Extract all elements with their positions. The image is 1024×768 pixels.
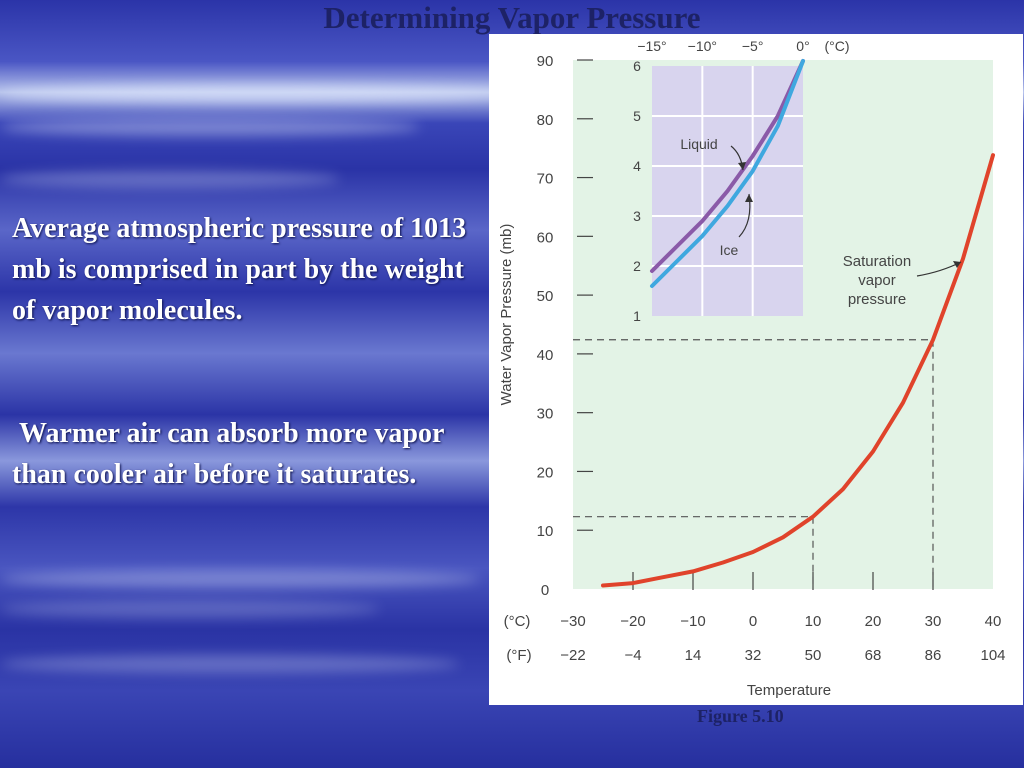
y-tick-label: 40	[537, 347, 554, 364]
inset-y-tick-label: 6	[633, 58, 641, 74]
x-tick-label-celsius: 30	[925, 613, 942, 630]
y-axis-label: Water Vapor Pressure (mb)	[498, 224, 515, 406]
y-tick-label: 20	[537, 464, 554, 481]
inset-x-tick-label: −15°	[637, 38, 666, 54]
y-tick-label: 0	[541, 582, 549, 599]
ice-label-arrowhead	[745, 194, 753, 202]
x-tick-label-fahrenheit: −22	[560, 647, 585, 664]
x-tick-label-fahrenheit: 32	[745, 647, 762, 664]
x-tick-label-celsius: −10	[680, 613, 705, 630]
inset-x-unit-label: (°C)	[824, 38, 849, 54]
paragraph-atmospheric-pressure: Average atmospheric pressure of 1013 mb …	[12, 213, 467, 326]
y-tick-label: 50	[537, 288, 554, 305]
annotation-arrowhead	[953, 261, 961, 268]
x-tick-label-fahrenheit: 50	[805, 647, 822, 664]
inset-label-ice: Ice	[720, 242, 739, 258]
y-tick-label: 30	[537, 406, 554, 423]
saturation-annotation: Saturation vapor pressure	[843, 253, 911, 308]
inset-y-tick-label: 1	[633, 308, 641, 324]
x-tick-label-celsius: −20	[620, 613, 645, 630]
inset-line-liquid	[650, 59, 805, 273]
figure-caption: Figure 5.10	[697, 706, 784, 726]
x-tick-label-fahrenheit: 86	[925, 647, 942, 664]
inset-x-tick-label: −10°	[688, 38, 717, 54]
x-tick-label-fahrenheit: −4	[624, 647, 641, 664]
inset-line-ice	[650, 59, 805, 288]
inset-y-tick-label: 2	[633, 258, 641, 274]
inset-x-tick-label: −5°	[742, 38, 764, 54]
y-tick-label: 60	[537, 229, 554, 246]
vapor-pressure-figure: 0 10 20 30 40 50 60 70 80 90 Water Vapor Pressure …	[489, 34, 1023, 705]
x-axis-unit-celsius: (°C)	[504, 613, 531, 630]
paragraph-warmer-air: Warmer air can absorb more vapor than co…	[12, 418, 451, 490]
x-tick-label-fahrenheit: 104	[980, 647, 1005, 664]
y-tick-label: 90	[537, 53, 554, 70]
x-tick-label-celsius: 10	[805, 613, 822, 630]
y-tick-label: 70	[537, 171, 554, 188]
slide-title: Determining Vapor Pressure	[323, 0, 701, 35]
inset-label-liquid: Liquid	[680, 136, 717, 152]
inset-y-tick-label: 5	[633, 108, 641, 124]
y-tick-label: 10	[537, 523, 554, 540]
x-axis-label: Temperature	[747, 682, 831, 699]
x-tick-label-fahrenheit: 14	[685, 647, 702, 664]
y-tick-label: 80	[537, 112, 554, 129]
x-tick-label-celsius: −30	[560, 613, 585, 630]
x-tick-label-celsius: 0	[749, 613, 757, 630]
x-axis-unit-fahrenheit: (°F)	[506, 647, 531, 664]
x-tick-label-celsius: 40	[985, 613, 1002, 630]
inset-x-tick-label: 0°	[796, 38, 809, 54]
x-tick-label-celsius: 20	[865, 613, 882, 630]
saturation-vapor-pressure-line	[601, 153, 995, 588]
x-tick-label-fahrenheit: 68	[865, 647, 882, 664]
inset-y-tick-label: 3	[633, 208, 641, 224]
liquid-label-arrowhead	[738, 162, 746, 170]
inset-y-tick-label: 4	[633, 158, 641, 174]
